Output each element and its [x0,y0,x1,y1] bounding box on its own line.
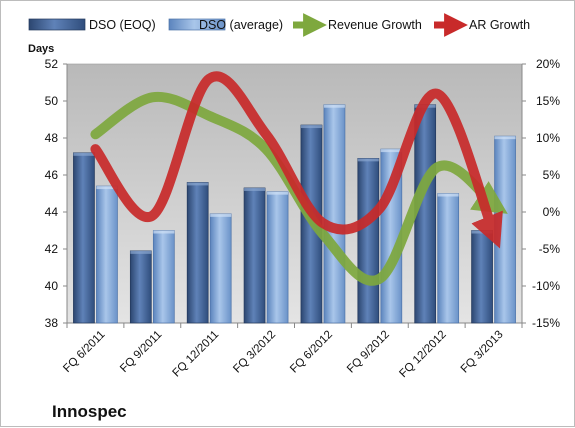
bar-dso-average [96,185,118,324]
y-axis-title: Days [28,43,54,55]
bar-dso-eoq [414,104,437,324]
legend: DSO (EOQ) DSO (average) Revenue Growth AR G… [28,13,530,37]
y-tick-label: 48 [45,131,59,145]
y2-tick-label: 0% [543,205,561,219]
bar-top-highlight [380,149,402,153]
x-tick-label: FQ 12/2012 [397,329,448,380]
legend-swatch [28,18,86,31]
y2-tick-label: 5% [543,168,561,182]
legend-label: DSO (average) [199,18,283,32]
bar-top-highlight [130,250,152,254]
bar-dso-eoq [186,182,209,324]
bar-dso-average [494,135,516,324]
x-tick-label: FQ 9/2012 [345,329,392,376]
bar-top-highlight [210,213,232,217]
bar-dso-average [323,104,346,324]
y2-tick-label: 15% [536,94,560,108]
y-tick-label: 40 [45,279,59,293]
legend-label: DSO (EOQ) [89,18,156,32]
x-tick-label: FQ 6/2012 [288,329,335,376]
x-tick-label: FQ 6/2011 [61,329,107,375]
y-tick-label: 50 [45,94,59,108]
bar-dso-average [437,193,460,324]
y2-tick-label: 20% [536,57,560,71]
bar-top-highlight [267,191,289,195]
legend-label: Revenue Growth [328,18,422,32]
y2-tick-label: 10% [536,131,560,145]
y2-tick-label: -5% [539,242,561,256]
bar-top-highlight [357,158,379,162]
bar-dso-average [209,213,232,324]
x-tick-label: FQ 12/2011 [170,329,221,380]
bar-top-highlight [300,125,322,129]
x-tick-label: FQ 9/2011 [118,329,164,375]
bar-dso-eoq [129,250,152,324]
y-tick-label: 44 [45,205,59,219]
bar-top-highlight [244,187,266,191]
bar-top-highlight [323,104,345,108]
legend-swatch [168,18,226,31]
bar-top-highlight [494,136,516,140]
bar-dso-eoq [471,230,493,324]
y-tick-label: 52 [45,57,59,71]
bar-top-highlight [96,186,118,190]
x-tick-label: FQ 3/2013 [459,329,506,376]
company-name: Innospec [52,402,127,421]
bar-dso-eoq [243,187,266,324]
bar-top-highlight [187,182,209,186]
y-tick-label: 42 [45,242,59,256]
bar-top-highlight [153,230,175,234]
y-tick-label: 46 [45,168,59,182]
y-tick-label: 38 [45,316,59,330]
x-tick-label: FQ 3/2012 [231,329,278,376]
legend-label: AR Growth [469,18,530,32]
bar-top-highlight [437,193,459,197]
line-ar-growth [90,71,503,249]
bar-dso-eoq [73,152,95,324]
bar-top-highlight [73,152,95,156]
bar-dso-eoq [357,158,380,324]
y2-tick-label: -10% [532,279,560,293]
bar-dso-average [152,230,175,324]
y2-tick-label: -15% [532,316,560,330]
bar-dso-average [266,191,289,324]
